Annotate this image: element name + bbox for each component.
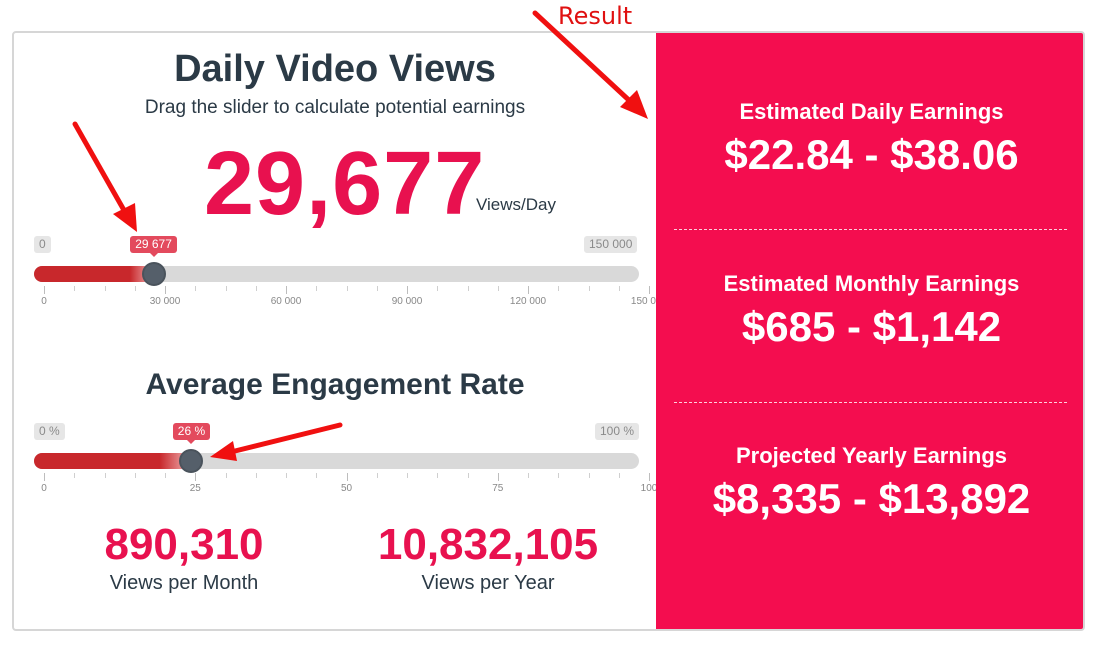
slider-tick — [195, 473, 197, 481]
views-slider-max-label: 150 000 — [584, 236, 638, 253]
views-title: Daily Video Views — [174, 48, 496, 90]
slider-tick — [104, 286, 106, 291]
engagement-slider-min-label: 0 % — [34, 423, 65, 440]
slider-tick — [44, 286, 45, 294]
engagement-tick-label: 25 — [189, 483, 201, 494]
yearly-views-label: Views per Year — [421, 572, 555, 594]
slider-tick — [649, 286, 650, 294]
engagement-slider-value-label: 26 % — [172, 423, 211, 444]
slider-tick — [346, 473, 348, 481]
yearly-views-value: 10,832,105 — [377, 520, 599, 569]
slider-tick — [407, 286, 408, 294]
slider-tick — [528, 286, 529, 294]
slider-tick — [588, 286, 590, 291]
views-subtitle: Drag the slider to calculate potential e… — [144, 97, 526, 118]
slider-tick — [467, 286, 469, 291]
engagement-title: Average Engagement Rate — [145, 368, 525, 401]
yearly-views-stat: 10,832,105 Views per Year — [354, 520, 622, 595]
engagement-slider-track[interactable] — [34, 453, 639, 469]
daily-earnings-value: $22.84 - $38.06 — [724, 131, 1019, 178]
views-tick-label: 120 000 — [509, 296, 547, 307]
monthly-earnings-value: $685 - $1,142 — [741, 303, 1002, 350]
monthly-views-label: Views per Month — [109, 572, 259, 594]
yearly-earnings: Projected Yearly Earnings $8,335 - $13,8… — [656, 443, 1083, 523]
yearly-earnings-value: $8,335 - $13,892 — [712, 475, 1031, 522]
views-slider-ticks — [34, 286, 650, 294]
slider-tick — [225, 286, 227, 291]
views-tick-label: 90 000 — [391, 296, 423, 307]
slider-tick — [437, 473, 439, 478]
slider-tick — [255, 286, 257, 291]
result-annotation: Result — [558, 2, 633, 30]
views-tick-label: 30 000 — [149, 296, 181, 307]
slider-tick — [497, 286, 499, 291]
slider-tick — [255, 473, 257, 478]
slider-tick — [528, 473, 529, 478]
engagement-tick-label: 50 — [340, 483, 353, 494]
engagement-tick-label: 0 — [41, 483, 47, 494]
views-tick-label: 60 000 — [270, 296, 302, 307]
slider-tick — [225, 473, 227, 478]
input-panel: Daily Video Views Drag the slider to cal… — [14, 33, 667, 629]
views-unit: Views/Day — [476, 195, 556, 214]
slider-tick — [165, 286, 166, 294]
slider-tick — [74, 473, 76, 478]
yearly-earnings-label: Projected Yearly Earnings — [735, 443, 1008, 468]
views-slider-handle[interactable] — [141, 262, 166, 286]
slider-tick — [74, 286, 76, 291]
views-slider-value-label: 29 677 — [130, 236, 177, 257]
views-tick-label: 150 000 — [630, 296, 668, 307]
engagement-slider-handle[interactable] — [179, 449, 204, 473]
slider-tick — [134, 286, 136, 291]
engagement-tick-label: 100 — [640, 483, 658, 494]
views-slider-track[interactable] — [34, 266, 639, 282]
monthly-earnings-label: Estimated Monthly Earnings — [723, 271, 1020, 296]
views-slider-fill — [34, 266, 154, 282]
slider-tick — [618, 473, 620, 478]
slider-tick — [558, 286, 560, 291]
slider-tick — [195, 286, 197, 291]
monthly-views-value: 890,310 — [104, 520, 264, 569]
divider — [674, 402, 1067, 403]
slider-tick — [104, 473, 106, 478]
engagement-tick-label: 75 — [492, 483, 504, 494]
slider-tick — [316, 473, 318, 478]
daily-earnings: Estimated Daily Earnings $22.84 - $38.06 — [656, 99, 1083, 179]
calculator-card: Daily Video Views Drag the slider to cal… — [12, 31, 1085, 631]
slider-tick — [286, 286, 287, 294]
slider-tick — [497, 473, 499, 481]
slider-tick — [376, 473, 378, 478]
slider-tick — [437, 286, 439, 291]
views-tick-label: 0 — [41, 296, 47, 307]
slider-tick — [134, 473, 136, 478]
monthly-earnings: Estimated Monthly Earnings $685 - $1,142 — [656, 271, 1083, 351]
slider-tick — [588, 473, 590, 478]
slider-tick — [165, 473, 166, 478]
daily-views-value: 29,677 — [204, 134, 486, 234]
slider-tick — [316, 286, 318, 291]
monthly-views-stat: 890,310 Views per Month — [84, 520, 284, 595]
slider-tick — [407, 473, 408, 478]
daily-earnings-label: Estimated Daily Earnings — [739, 99, 1004, 124]
divider — [674, 229, 1067, 230]
slider-tick — [467, 473, 469, 478]
views-slider-min-label: 0 — [34, 236, 51, 253]
slider-tick — [649, 473, 650, 481]
engagement-slider-ticks — [34, 473, 650, 481]
engagement-slider-fill — [34, 453, 192, 469]
slider-tick — [286, 473, 287, 478]
slider-tick — [376, 286, 378, 291]
slider-tick — [618, 286, 620, 291]
engagement-slider-max-label: 100 % — [595, 423, 640, 440]
slider-tick — [346, 286, 348, 291]
results-panel: Estimated Daily Earnings $22.84 - $38.06… — [656, 33, 1083, 629]
slider-tick — [558, 473, 560, 478]
slider-tick — [44, 473, 45, 481]
